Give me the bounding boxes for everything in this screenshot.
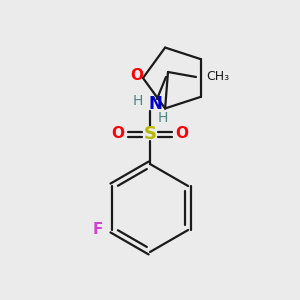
Text: O: O	[176, 127, 188, 142]
Text: F: F	[93, 223, 103, 238]
Text: H: H	[158, 111, 168, 125]
Text: N: N	[148, 95, 162, 113]
Text: O: O	[112, 127, 124, 142]
Text: S: S	[143, 125, 157, 143]
Text: CH₃: CH₃	[206, 70, 229, 83]
Text: O: O	[130, 68, 143, 83]
Text: H: H	[133, 94, 143, 108]
